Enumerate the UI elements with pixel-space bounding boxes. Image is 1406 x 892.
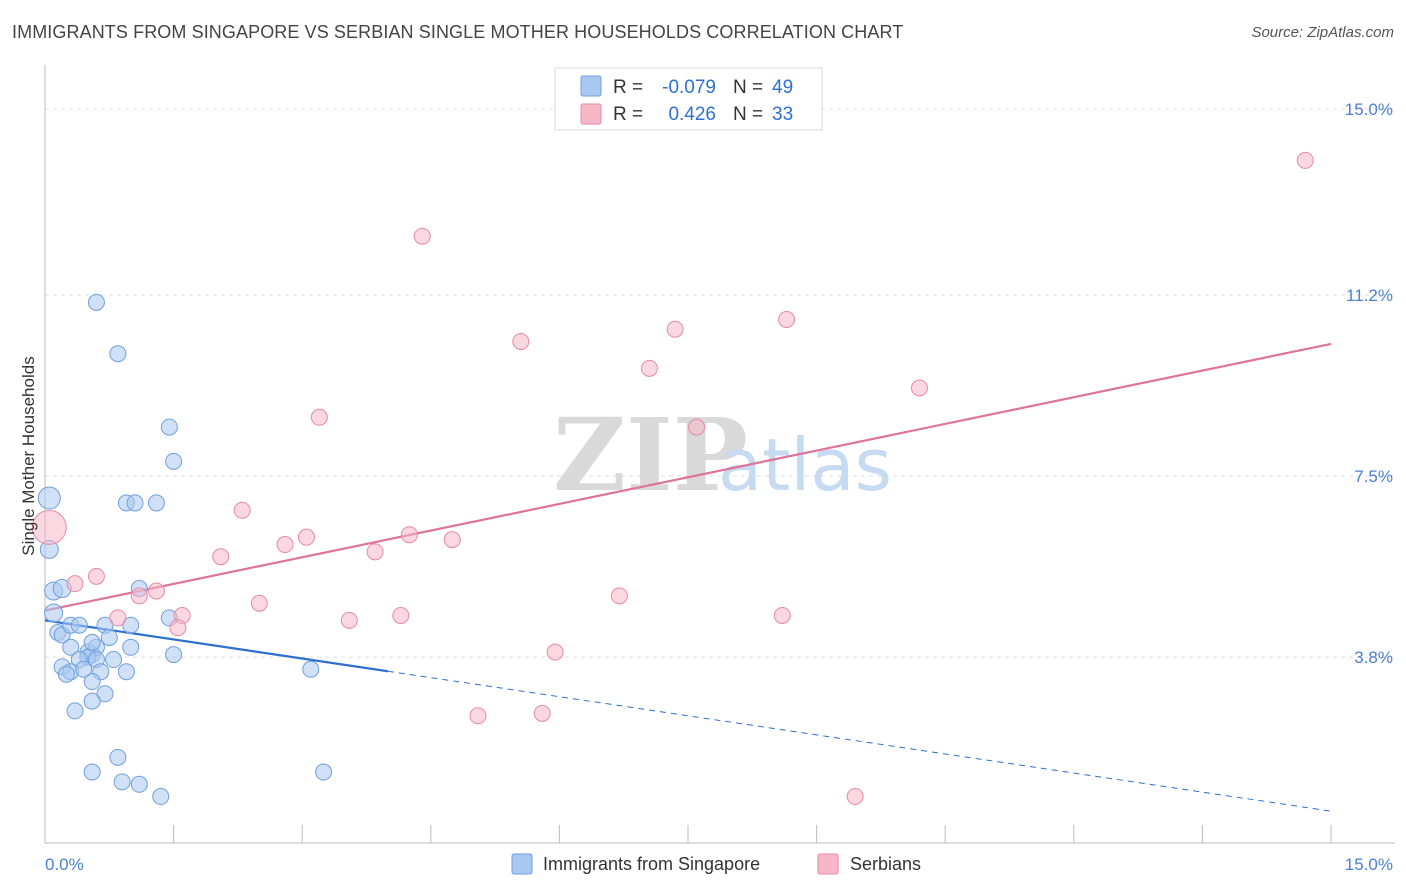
grid-lines: [45, 108, 1395, 658]
x-tick-labels: 0.0% 15.0%: [45, 855, 1393, 874]
point-serbians: [66, 575, 84, 593]
bottom-legend-swatch-singapore: [511, 853, 533, 875]
point-singapore: [100, 628, 118, 646]
point-serbians: [773, 606, 791, 624]
trend-line-extension: [387, 670, 1332, 812]
point-singapore: [165, 646, 183, 664]
point-serbians: [413, 227, 431, 245]
point-serbians: [1296, 151, 1314, 169]
point-singapore: [105, 651, 123, 669]
point-serbians: [666, 320, 684, 338]
point-serbians: [846, 788, 864, 806]
y-axis-label: Single Mother Households: [19, 356, 38, 555]
chart-title: IMMIGRANTS FROM SINGAPORE VS SERBIAN SIN…: [12, 22, 904, 42]
point-singapore: [122, 638, 140, 656]
point-singapore: [83, 633, 101, 651]
legend-n-value: 49: [772, 77, 793, 98]
point-serbians: [512, 332, 530, 350]
point-singapore: [147, 494, 165, 512]
point-singapore: [152, 788, 170, 806]
y-tick-labels: 3.8% 7.5% 11.2% 15.0%: [1345, 100, 1393, 667]
point-serbians: [366, 543, 384, 561]
point-singapore: [44, 603, 64, 623]
point-serbians: [469, 707, 487, 725]
point-serbians: [31, 509, 67, 545]
point-singapore: [122, 616, 140, 634]
point-serbians: [400, 526, 418, 544]
point-serbians: [276, 536, 294, 554]
point-serbians: [778, 310, 796, 328]
point-singapore: [302, 660, 320, 678]
point-serbians: [443, 531, 461, 549]
y-tick-label: 3.8%: [1354, 648, 1393, 667]
point-singapore: [160, 418, 178, 436]
point-singapore: [83, 763, 101, 781]
legend-r-value: -0.079: [662, 77, 716, 98]
point-serbians: [340, 611, 358, 629]
point-serbians: [910, 379, 928, 397]
point-serbians: [169, 619, 187, 637]
point-serbians: [109, 609, 127, 627]
point-singapore: [75, 660, 93, 678]
point-serbians: [297, 528, 315, 546]
point-singapore: [83, 673, 101, 691]
legend-box: R = -0.079 N = 49 R = 0.426 N = 33: [554, 67, 823, 131]
point-singapore: [109, 748, 127, 766]
x-tick-label: 15.0%: [1345, 855, 1393, 874]
point-serbians: [640, 359, 658, 377]
legend-r-label: R =: [613, 104, 643, 125]
point-singapore: [83, 692, 101, 710]
point-serbians: [212, 548, 230, 566]
point-singapore: [57, 665, 75, 683]
legend-swatch-singapore: [580, 75, 602, 97]
point-singapore: [109, 345, 127, 363]
legend-n-value: 33: [772, 104, 793, 125]
point-singapore: [62, 638, 80, 656]
bottom-legend-label-singapore: Immigrants from Singapore: [543, 854, 760, 874]
point-singapore: [70, 616, 88, 634]
point-singapore: [96, 685, 114, 703]
point-singapore: [117, 663, 135, 681]
data-points: [31, 151, 1314, 806]
point-serbians: [392, 606, 410, 624]
point-serbians: [688, 418, 706, 436]
point-serbians: [533, 704, 551, 722]
axes: [44, 65, 1395, 844]
y-tick-label: 15.0%: [1345, 100, 1393, 119]
watermark-zip: ZIP: [553, 396, 748, 514]
legend-swatch-serbians: [580, 103, 602, 125]
point-singapore: [37, 486, 61, 510]
y-tick-label: 7.5%: [1354, 467, 1393, 486]
bottom-legend: Immigrants from Singapore Serbians: [511, 853, 921, 875]
point-serbians: [87, 567, 105, 585]
x-tick-label: 0.0%: [45, 855, 84, 874]
point-serbians: [310, 408, 328, 426]
point-serbians: [130, 587, 148, 605]
point-singapore: [315, 763, 333, 781]
point-serbians: [147, 582, 165, 600]
source-credit: Source: ZipAtlas.com: [1251, 24, 1394, 41]
point-singapore: [113, 773, 131, 791]
point-singapore: [87, 293, 105, 311]
point-serbians: [233, 501, 251, 519]
point-serbians: [546, 643, 564, 661]
point-singapore: [165, 452, 183, 470]
legend-n-label: N =: [733, 77, 763, 98]
point-singapore: [130, 775, 148, 793]
bottom-legend-swatch-serbians: [817, 853, 839, 875]
point-serbians: [610, 587, 628, 605]
point-singapore: [126, 494, 144, 512]
trend-line-serbians: [44, 342, 1332, 612]
legend-r-label: R =: [613, 77, 643, 98]
y-tick-label: 11.2%: [1346, 286, 1393, 305]
legend-r-value: 0.426: [668, 104, 716, 125]
point-singapore: [66, 702, 84, 720]
watermark: ZIP atlas: [553, 396, 892, 514]
legend-n-label: N =: [733, 104, 763, 125]
bottom-legend-label-serbians: Serbians: [850, 854, 921, 874]
point-serbians: [250, 594, 268, 612]
